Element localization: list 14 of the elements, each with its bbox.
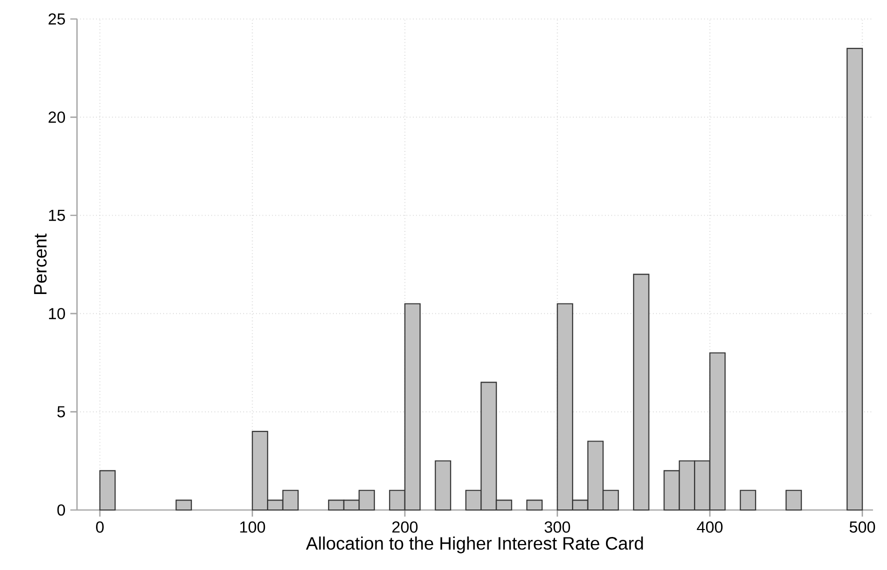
- x-tick-label: 200: [392, 521, 418, 533]
- y-tick-label: 15: [49, 210, 65, 221]
- y-tick-label: 20: [48, 112, 66, 123]
- y-tick-label: 5: [57, 406, 65, 418]
- y-tick-label: 10: [49, 308, 66, 320]
- y-tick-label: 0: [57, 504, 66, 516]
- y-tick-label: 25: [48, 13, 65, 25]
- x-tick-label: 500: [850, 521, 876, 533]
- y-axis-title: Percent: [34, 234, 47, 294]
- x-tick-label: 0: [96, 521, 104, 533]
- x-tick-label: 400: [696, 521, 723, 533]
- x-tick-label: 300: [544, 521, 570, 533]
- x-axis-title: Allocation to the Higher Interest Rate Card: [306, 536, 643, 554]
- x-tick-label: 100: [240, 521, 266, 533]
